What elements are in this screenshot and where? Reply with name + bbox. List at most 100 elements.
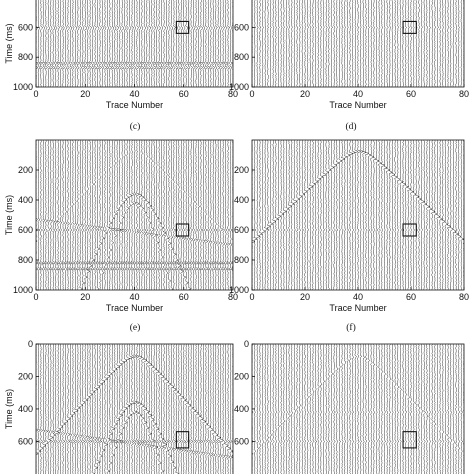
trace-19 [81, 0, 86, 87]
x-axis-label: Trace Number [106, 303, 163, 313]
x-tick-label: 60 [406, 292, 416, 302]
trace-57 [175, 0, 180, 87]
trace-51 [386, 344, 389, 474]
highlight-box [175, 20, 190, 34]
trace-28 [325, 0, 328, 87]
trace-79 [229, 344, 233, 474]
trace-41 [135, 140, 140, 290]
trace-41 [359, 140, 365, 290]
trace-29 [106, 140, 111, 290]
trace-37 [349, 344, 352, 474]
trace-1 [37, 140, 42, 290]
trace-66 [426, 344, 429, 474]
y-tick-label: 0 [28, 339, 33, 349]
trace-43 [140, 0, 145, 87]
trace-16 [74, 344, 79, 474]
trace-41 [135, 0, 140, 87]
trace-29 [327, 0, 330, 87]
trace-25 [96, 140, 100, 290]
trace-12 [64, 0, 68, 87]
trace-31 [333, 140, 337, 290]
trace-35 [344, 0, 347, 87]
trace-40 [357, 0, 360, 87]
trace-31 [111, 0, 116, 87]
trace-64 [192, 0, 196, 87]
trace-37 [125, 0, 130, 87]
trace-50 [158, 140, 162, 290]
trace-18 [79, 344, 84, 474]
trace-6 [267, 344, 270, 474]
trace-27 [322, 140, 327, 290]
trace-43 [364, 140, 370, 290]
trace-62 [415, 344, 418, 474]
trace-37 [125, 140, 131, 290]
x-axis-label: Trace Number [329, 303, 386, 313]
trace-5 [47, 140, 52, 290]
trace-2 [256, 0, 259, 87]
trace-33 [338, 0, 341, 87]
trace-46 [373, 0, 375, 87]
trace-39 [130, 140, 135, 290]
trace-32 [113, 344, 119, 474]
trace-52 [162, 344, 168, 474]
trace-51 [160, 344, 166, 474]
trace-31 [111, 140, 116, 290]
trace-20 [304, 344, 307, 474]
trace-9 [56, 344, 61, 474]
trace-67 [428, 0, 431, 87]
trace-45 [370, 344, 373, 474]
trace-58 [177, 140, 182, 290]
axes-frame [251, 343, 465, 474]
trace-57 [175, 344, 180, 474]
highlight-box [175, 223, 190, 237]
trace-23 [312, 140, 316, 290]
x-tick-label: 0 [33, 89, 38, 99]
trace-4 [261, 344, 265, 474]
trace-37 [349, 0, 351, 87]
trace-17 [296, 344, 299, 474]
x-tick-label: 60 [179, 89, 189, 99]
trace-51 [386, 0, 389, 87]
trace-77 [224, 140, 229, 290]
trace-76 [452, 344, 455, 474]
trace-66 [426, 0, 428, 87]
trace-26 [98, 344, 104, 474]
trace-60 [410, 344, 413, 474]
trace-28 [325, 344, 328, 474]
trace-12 [282, 140, 288, 290]
trace-1 [253, 140, 258, 290]
trace-56 [399, 140, 404, 290]
x-tick-label: 20 [300, 89, 310, 99]
x-tick-label: 20 [300, 292, 310, 302]
trace-74 [217, 140, 222, 290]
trace-28 [103, 140, 109, 290]
trace-34 [341, 0, 344, 87]
trace-21 [306, 344, 310, 474]
trace-43 [365, 0, 367, 87]
trace-4 [44, 0, 48, 87]
trace-34 [340, 140, 345, 290]
trace-34 [118, 140, 124, 290]
trace-36 [123, 140, 128, 290]
trace-43 [140, 140, 145, 290]
y-tick-label: 1000 [13, 285, 33, 295]
trace-2 [256, 140, 261, 290]
trace-77 [224, 0, 229, 87]
trace-26 [320, 344, 323, 474]
trace-51 [385, 140, 391, 290]
trace-58 [404, 140, 410, 290]
trace-40 [133, 344, 138, 474]
highlight-box [402, 20, 417, 34]
x-tick-label: 40 [353, 292, 363, 302]
trace-36 [123, 0, 128, 87]
trace-44 [143, 0, 147, 87]
traces [252, 344, 464, 474]
y-tick-label: 400 [234, 195, 249, 205]
trace-28 [103, 0, 108, 87]
trace-46 [373, 344, 376, 474]
trace-37 [125, 344, 131, 474]
trace-46 [148, 344, 154, 474]
trace-16 [293, 0, 296, 87]
trace-5 [264, 344, 267, 474]
